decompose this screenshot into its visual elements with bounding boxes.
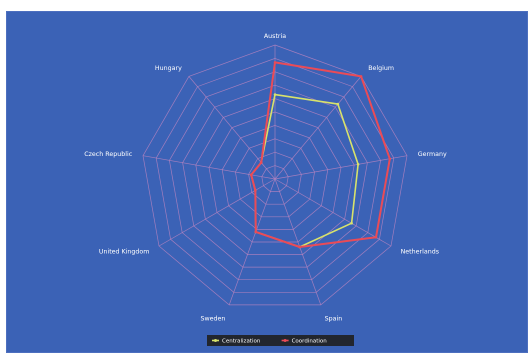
grid-ring: [208, 111, 342, 243]
legend-box: [207, 335, 354, 346]
data-point-coordination: [359, 75, 363, 78]
grid-ring: [142, 44, 408, 306]
data-point-coordination: [374, 236, 378, 239]
grid-ring: [182, 84, 368, 268]
data-point-coordination: [259, 161, 263, 164]
axis-spoke: [274, 178, 392, 247]
axis-spoke: [188, 76, 276, 180]
axis-spoke: [158, 178, 276, 247]
data-point-coordination: [298, 245, 302, 249]
data-point-coordination: [388, 157, 392, 161]
radar-chart: Austria Belgium Germany Netherlands Spain Swe…: [84, 33, 447, 346]
legend-label: Centralization: [222, 339, 261, 345]
grid-ring: [235, 138, 315, 218]
legend-marker: [214, 339, 217, 342]
data-point-coordination: [249, 173, 253, 177]
category-label: Netherlands: [401, 249, 439, 256]
axis-spoke: [228, 178, 276, 306]
grid-ring: [261, 165, 289, 192]
legend: Centralization Coordination: [207, 335, 354, 346]
axis-spoke: [274, 76, 362, 180]
axis-spoke: [142, 155, 276, 180]
data-point-coordination: [254, 230, 258, 234]
radar-grid: [142, 44, 408, 306]
category-label: Hungary: [155, 65, 182, 72]
legend-label: Coordination: [292, 339, 328, 345]
grid-ring: [248, 151, 302, 205]
data-point-centralization: [273, 93, 277, 96]
grid-ring: [155, 58, 395, 293]
grid-ring: [221, 125, 329, 230]
category-label: Sweden: [201, 315, 226, 322]
category-label: Belgium: [368, 65, 394, 72]
axis-spoke: [274, 155, 408, 180]
chart-panel: Austria Belgium Germany Netherlands Spain Swe…: [6, 11, 528, 353]
radar-series: [249, 61, 392, 249]
grid-ring: [195, 98, 355, 255]
category-label: Germany: [418, 151, 447, 158]
data-point-centralization: [356, 163, 360, 166]
series-line-coordination: [250, 61, 391, 248]
data-point-coordination: [273, 61, 277, 64]
category-label: Spain: [325, 315, 343, 322]
axis-spoke: [274, 178, 322, 306]
data-point-centralization: [336, 102, 340, 106]
data-point-centralization: [350, 221, 353, 225]
category-labels: Austria Belgium Germany Netherlands Spain Swe…: [84, 33, 447, 322]
legend-marker: [283, 339, 287, 342]
category-label: Czech Republic: [84, 151, 132, 158]
category-label: Austria: [264, 33, 286, 40]
category-label: United Kingdom: [99, 249, 150, 256]
data-point-coordination: [254, 189, 257, 192]
grid-ring: [169, 71, 381, 281]
